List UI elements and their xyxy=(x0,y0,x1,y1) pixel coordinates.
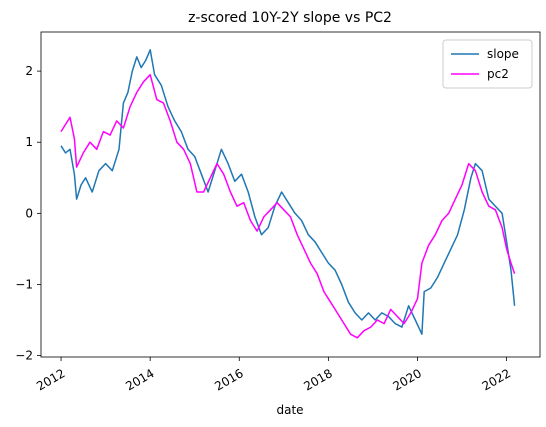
series-layer xyxy=(60,49,516,339)
legend-label-slope: slope xyxy=(487,47,519,61)
series-line-pc2 xyxy=(60,73,516,339)
plot-area xyxy=(40,31,541,358)
x-axis-label: date xyxy=(276,403,303,417)
x-tick-label: 2016 xyxy=(212,366,245,393)
x-tick-label: 2018 xyxy=(301,366,334,393)
y-tick-label: 0 xyxy=(25,206,33,220)
y-tick-label: 2 xyxy=(25,64,33,78)
legend: slope pc2 xyxy=(442,39,533,89)
y-tick-label: −2 xyxy=(15,349,33,363)
legend-box xyxy=(442,39,533,89)
y-tick-label: 1 xyxy=(25,135,33,149)
x-tick-label: 2020 xyxy=(391,366,424,393)
x-tick-label: 2022 xyxy=(480,366,513,393)
chart-title: z-scored 10Y-2Y slope vs PC2 xyxy=(188,10,392,26)
series-line-slope xyxy=(60,49,516,335)
legend-label-pc2: pc2 xyxy=(487,67,509,81)
x-tick-label: 2012 xyxy=(34,366,67,393)
y-tick-label: −1 xyxy=(15,277,33,291)
x-tick-label: 2014 xyxy=(123,366,156,393)
